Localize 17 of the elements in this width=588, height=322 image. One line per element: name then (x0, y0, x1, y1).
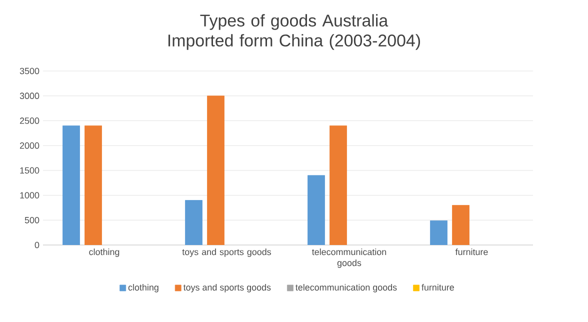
y-tick-label: 1500 (20, 167, 40, 174)
y-tick-label: 3000 (20, 92, 40, 100)
x-tick-label: clothing (89, 248, 120, 257)
chart-title: Types of goods Australia Imported form China (2003-2004) (168, 14, 420, 50)
x-tick-label: telecommunication goods (312, 248, 386, 268)
x-tick-label: furniture (455, 248, 488, 256)
legend-label: clothing (128, 284, 158, 292)
y-tick-label: 3500 (20, 68, 40, 74)
legend-label: furniture (422, 284, 454, 291)
y-tick-label: 2000 (20, 142, 40, 149)
y-tick-label: 500 (24, 216, 40, 224)
y-tick-label: 0 (34, 242, 40, 248)
x-tick-label: toys and sports goods (182, 248, 272, 257)
y-tick-label: 1000 (20, 192, 40, 198)
y-tick-label: 2500 (20, 118, 40, 124)
legend-label: telecommunication goods (296, 284, 397, 292)
legend-label: toys and sports goods (183, 284, 271, 292)
